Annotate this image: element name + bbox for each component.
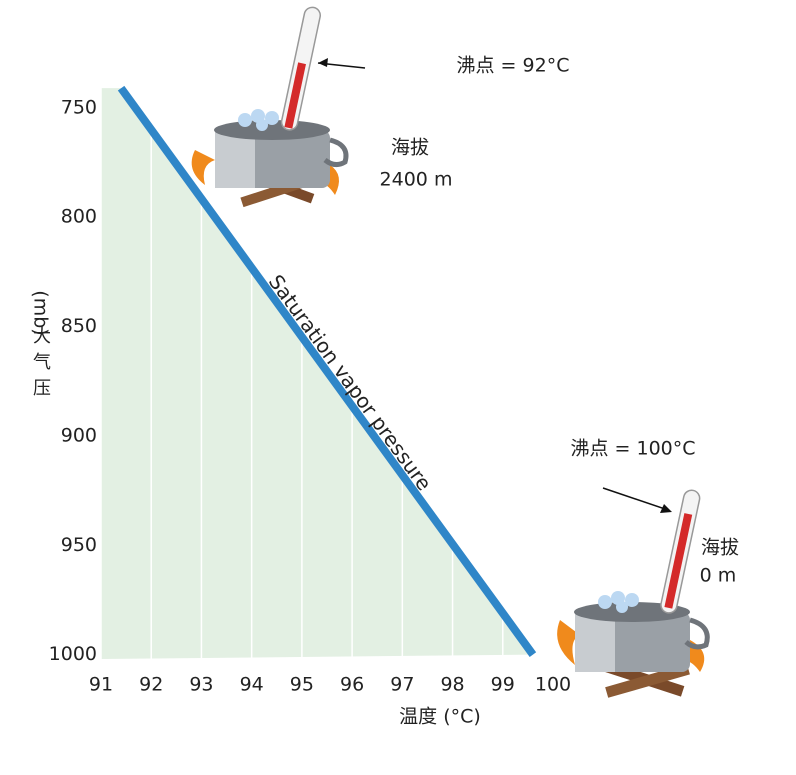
x-tick-label: 100 — [535, 674, 571, 696]
x-tick-label: 98 — [440, 674, 464, 696]
x-tick-label: 96 — [340, 674, 364, 696]
x-tick-label: 97 — [390, 674, 414, 696]
y-axis-unit: (mb) — [30, 290, 52, 335]
y-tick-label: 900 — [61, 424, 97, 446]
y-tick-label: 750 — [61, 96, 97, 118]
illustration — [191, 6, 710, 698]
x-tick-label: 92 — [139, 674, 163, 696]
x-tick-label: 94 — [240, 674, 264, 696]
annotation: 2400 m — [380, 169, 453, 191]
y-tick-label: 800 — [61, 206, 97, 228]
series-line — [117, 85, 537, 657]
x-tick-label: 95 — [290, 674, 314, 696]
annotation: 海拔 — [391, 137, 429, 159]
annotation: 海拔 — [701, 537, 739, 559]
x-tick-label: 93 — [189, 674, 213, 696]
annotation: 沸点 = 100°C — [570, 438, 695, 460]
area-fill — [101, 88, 533, 660]
x-axis-label: 温度 (°C) — [399, 706, 481, 728]
pot-high — [191, 6, 366, 208]
y-axis-label: 大气压 — [30, 326, 51, 404]
annotation: 0 m — [700, 565, 737, 587]
x-tick-label: 91 — [89, 674, 113, 696]
y-tick-label: 1000 — [49, 643, 97, 665]
y-tick-label: 950 — [61, 534, 97, 556]
y-tick-label: 850 — [61, 315, 97, 337]
x-tick-label: 99 — [491, 674, 515, 696]
pot-low — [557, 487, 710, 698]
annotation: 沸点 = 92°C — [457, 55, 570, 77]
